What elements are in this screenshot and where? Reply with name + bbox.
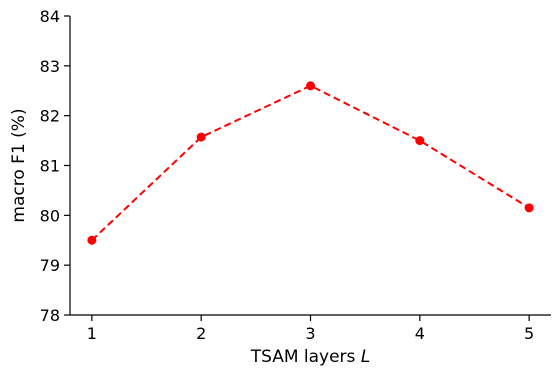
data-point [415, 136, 425, 146]
x-axis-label-variable: L [361, 347, 370, 367]
series-group [87, 81, 534, 245]
y-axis-label: macro F1 (%) [9, 108, 29, 222]
data-point [306, 81, 315, 91]
y-tick-label: 84 [40, 7, 60, 26]
x-axis-label-main: TSAM layers [250, 347, 361, 367]
y-tick-label: 78 [40, 306, 60, 325]
y-tick-label: 83 [40, 57, 60, 76]
x-tick-label: 2 [196, 324, 206, 343]
data-point [196, 132, 206, 142]
y-tick-label: 82 [40, 107, 60, 126]
x-tick-label: 3 [305, 324, 315, 343]
x-tick-label: 1 [87, 324, 97, 343]
y-tick-label: 81 [40, 157, 60, 176]
plot-area: 78 79 80 81 82 83 84 1 2 3 4 5 [40, 7, 551, 343]
x-tick-label: 4 [415, 324, 425, 343]
y-tick-label: 80 [40, 206, 60, 225]
series-line [91, 84, 530, 241]
x-tick-label: 5 [524, 324, 534, 343]
x-ticks: 1 2 3 4 5 [87, 315, 534, 343]
data-point [87, 235, 97, 245]
x-axis-label: TSAM layers L [250, 347, 371, 367]
data-point [524, 203, 534, 213]
y-ticks: 78 79 80 81 82 83 84 [40, 7, 70, 325]
y-tick-label: 79 [40, 256, 60, 275]
